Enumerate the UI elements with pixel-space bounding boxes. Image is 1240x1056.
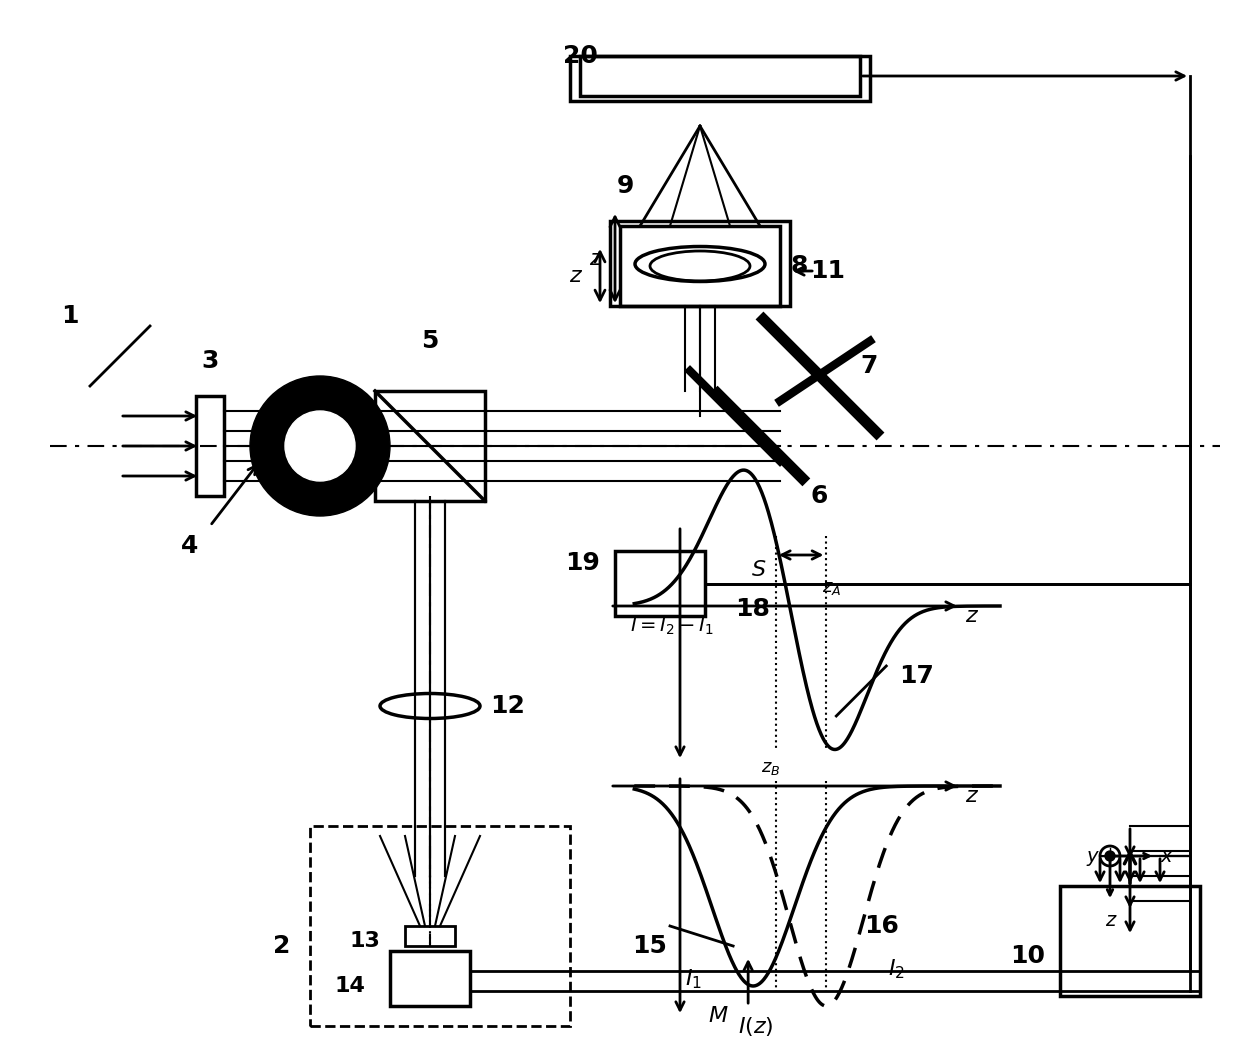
Text: z: z (569, 266, 580, 286)
Text: $I_2$: $I_2$ (888, 958, 905, 981)
Bar (310, 826, 570, 1026)
Text: $I_1$: $I_1$ (684, 967, 702, 991)
Text: 12: 12 (490, 694, 525, 718)
Text: $z$: $z$ (965, 786, 980, 806)
Text: 18: 18 (735, 597, 770, 621)
Text: 11: 11 (810, 259, 844, 283)
Text: z: z (1105, 911, 1115, 930)
Text: 9: 9 (616, 174, 634, 199)
Text: $z_A$: $z_A$ (822, 579, 841, 597)
Bar (580, 56, 861, 96)
Text: 8: 8 (790, 254, 807, 278)
Text: 7: 7 (861, 354, 878, 378)
Text: 17: 17 (899, 664, 934, 689)
Text: 16: 16 (864, 914, 899, 938)
Text: $z$: $z$ (965, 606, 980, 626)
Text: $S$: $S$ (750, 560, 766, 580)
Bar (570, 56, 870, 101)
Text: $M$: $M$ (708, 1006, 728, 1026)
Text: 4: 4 (181, 534, 198, 558)
Text: 10: 10 (1011, 944, 1045, 968)
Text: 1: 1 (61, 304, 79, 328)
Bar (615, 551, 706, 616)
Text: $I=I_2-I_1$: $I=I_2-I_1$ (630, 616, 714, 637)
Bar (196, 396, 224, 496)
Bar (374, 391, 485, 501)
Circle shape (1105, 851, 1115, 861)
Circle shape (285, 411, 355, 480)
Text: 5: 5 (422, 329, 439, 353)
Text: 3: 3 (201, 348, 218, 373)
Circle shape (1107, 853, 1114, 859)
Text: 2: 2 (273, 934, 290, 958)
Bar (620, 226, 780, 306)
Circle shape (250, 376, 391, 516)
Text: $z_B$: $z_B$ (761, 759, 781, 777)
Text: 19: 19 (565, 551, 600, 576)
Text: 15: 15 (632, 934, 667, 958)
Bar (391, 951, 470, 1006)
Text: 6: 6 (810, 484, 827, 508)
Text: y: y (1086, 847, 1097, 866)
Text: 13: 13 (350, 931, 379, 951)
Text: 14: 14 (334, 976, 365, 996)
Bar (405, 926, 455, 946)
Text: 20: 20 (563, 44, 598, 68)
Bar (610, 221, 790, 306)
Text: $I(z)$: $I(z)$ (738, 1015, 774, 1037)
Bar (1060, 886, 1200, 996)
Text: x: x (1159, 847, 1172, 866)
Text: z: z (589, 249, 601, 269)
